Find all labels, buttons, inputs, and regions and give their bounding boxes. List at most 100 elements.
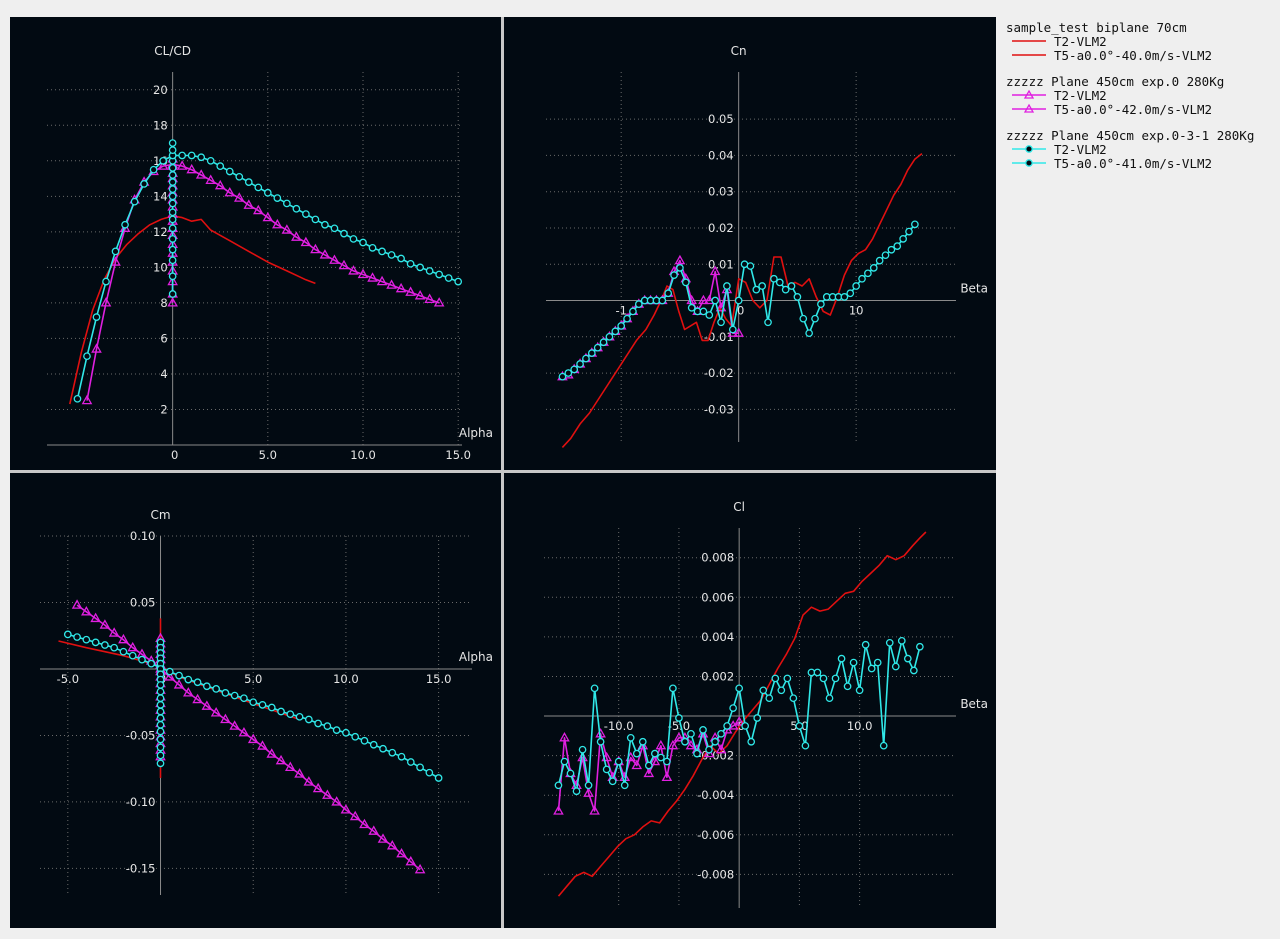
data-point-circle (230, 691, 239, 700)
data-point-triangle (71, 599, 83, 609)
data-point-circle (454, 277, 463, 286)
data-point-circle (286, 710, 295, 719)
data-point-triangle (349, 810, 361, 821)
data-point-circle (752, 285, 761, 294)
y-axis-label: Cn (731, 44, 747, 58)
data-point-circle (156, 714, 165, 723)
data-point-circle (387, 251, 396, 259)
data-point-triangle (368, 825, 380, 835)
data-point-triangle (655, 739, 667, 750)
data-point-circle (893, 242, 902, 250)
data-point-circle (885, 638, 894, 647)
data-point-circle (909, 666, 918, 675)
data-point-triangle (386, 279, 397, 289)
data-point-circle (693, 749, 701, 758)
data-point-circle (425, 768, 434, 777)
data-point-circle (128, 651, 137, 660)
data-point-circle (753, 714, 762, 722)
y-tick-label: 0.10 (130, 529, 156, 543)
data-point-circle (119, 647, 128, 656)
data-point-circle (283, 199, 291, 208)
data-point-triangle (348, 265, 359, 275)
data-point-circle (73, 633, 81, 641)
data-point-triangle (733, 327, 744, 337)
data-point-triangle (108, 627, 120, 637)
y-tick-label: -0.03 (704, 402, 734, 416)
data-point-triangle (110, 256, 121, 266)
data-point-circle (789, 694, 798, 703)
data-point-circle (360, 736, 369, 745)
data-point-circle (873, 658, 882, 667)
x-tick-label: -1 (615, 304, 626, 318)
y-tick-label: 18 (153, 118, 168, 132)
x-tick-label: 15.0 (445, 448, 471, 462)
legend-swatch-triangle (1012, 103, 1046, 113)
legend-swatch-triangle (1012, 89, 1046, 99)
data-point-circle (891, 662, 900, 671)
data-point-circle (734, 296, 743, 305)
y-tick-label: -0.006 (697, 828, 734, 842)
y-tick-label: 12 (153, 225, 168, 239)
series-line (69, 215, 316, 405)
data-point-triangle (338, 259, 350, 270)
data-point-circle (91, 638, 100, 647)
y-tick-label: 0.03 (708, 185, 734, 199)
data-point-triangle (243, 199, 255, 209)
data-point-circle (799, 314, 808, 323)
data-point-triangle (357, 268, 369, 279)
y-tick-label: -0.05 (126, 728, 156, 742)
data-point-circle (351, 732, 360, 741)
grid (544, 528, 956, 908)
legend-entry: T2-VLM2 (1006, 143, 1276, 157)
data-point-circle (658, 296, 667, 305)
data-point-circle (156, 694, 165, 703)
legend-entry: T5-a0.0°-42.0m/s-VLM2 (1006, 103, 1276, 117)
data-point-circle (388, 748, 397, 757)
data-point-circle (406, 259, 415, 268)
legend-entry-label: T5-a0.0°-40.0m/s-VLM2 (1054, 48, 1213, 63)
data-point-circle (849, 658, 858, 667)
data-point-circle (156, 681, 165, 689)
data-point-circle (277, 707, 285, 716)
x-tick-label: 5.0 (244, 672, 262, 686)
x-axis-label: Alpha (459, 426, 493, 440)
data-point-triangle (643, 767, 655, 778)
series-line (557, 531, 927, 897)
data-point-circle (723, 722, 731, 730)
data-point-circle (434, 774, 443, 782)
data-point-circle (675, 714, 683, 722)
data-point-triangle (329, 254, 340, 264)
data-point-circle (258, 701, 267, 709)
data-point-triangle (319, 249, 331, 259)
data-point-circle (168, 224, 177, 233)
data-point-circle (156, 759, 165, 768)
x-tick-label: -10.0 (604, 719, 634, 733)
data-point-triangle (377, 833, 389, 843)
data-point-triangle (312, 782, 324, 793)
data-point-circle (332, 726, 341, 734)
legend-entry-label: T2-VLM2 (1054, 88, 1107, 103)
data-point-circle (235, 172, 244, 181)
data-point-triangle (667, 739, 679, 750)
data-point-triangle (589, 805, 600, 815)
data-point-circle (168, 192, 177, 201)
data-point-circle (425, 267, 434, 275)
data-point-circle (416, 763, 424, 772)
data-point-circle (887, 245, 896, 254)
data-point-circle (397, 254, 405, 263)
legend: sample_test biplane 70cm T2-VLM2 T5-a0.0… (1006, 21, 1276, 183)
data-point-circle (681, 737, 689, 746)
data-point-circle (147, 659, 156, 668)
cn-vs-beta-chart: -1 0 10 -0.03 -0.02 -0.01 0.01 0.02 0.03 0.04 0.05… (504, 17, 996, 470)
data-point-circle (711, 737, 719, 746)
data-point-circle (168, 208, 177, 217)
data-point-triangle (224, 186, 236, 197)
data-point-triangle (300, 236, 312, 247)
data-point-circle (416, 263, 424, 272)
data-point-circle (263, 188, 272, 197)
data-point-circle (168, 290, 177, 298)
data-point-triangle (376, 275, 388, 286)
data-point-triangle (661, 771, 673, 782)
y-tick-label: 0.02 (708, 221, 734, 235)
series (557, 531, 927, 897)
